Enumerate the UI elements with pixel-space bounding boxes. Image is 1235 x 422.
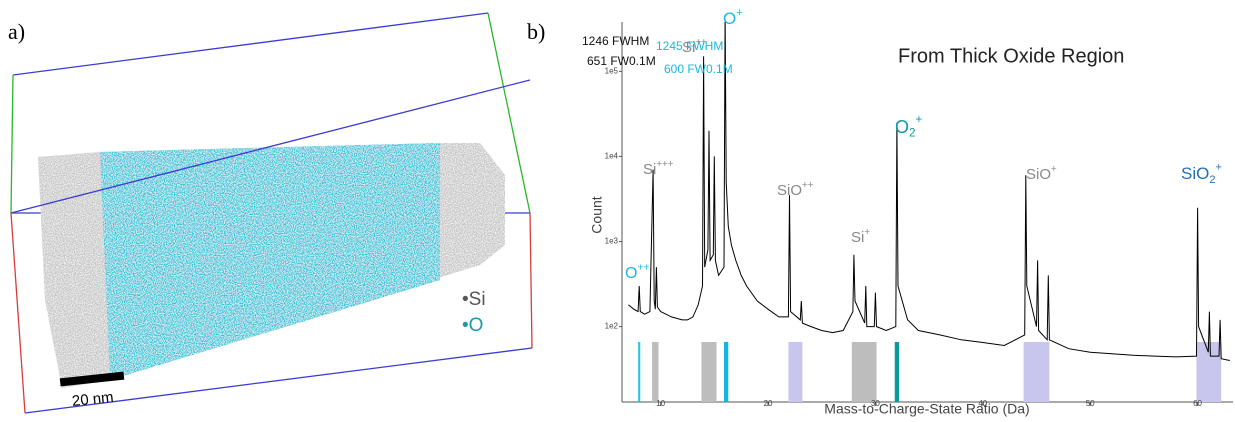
annotation-text: SiO xyxy=(777,182,802,199)
peak-range xyxy=(894,342,900,402)
annotation-sup: ++ xyxy=(802,180,814,191)
annotation: SiO++ xyxy=(777,180,814,199)
x-tick-label: 30 xyxy=(871,399,880,408)
legend-si: •Si xyxy=(462,289,486,310)
legend-o: •O xyxy=(462,315,483,336)
peak-range xyxy=(652,342,659,402)
peak-range xyxy=(1023,342,1050,402)
panel-label: b) xyxy=(527,19,545,44)
scale-label: 20 nm xyxy=(71,389,114,410)
annotation: Si++ xyxy=(682,37,707,56)
annotation-text: O xyxy=(625,265,637,282)
panel-label: a) xyxy=(8,19,25,44)
annotation: 1246 FWHM xyxy=(582,34,649,48)
x-tick-label: 10 xyxy=(656,399,665,408)
annotation: O2+ xyxy=(895,113,923,139)
x-axis-label: Mass-to-Charge-State Ratio (Da) xyxy=(824,401,1029,417)
peak-range xyxy=(701,342,717,402)
x-tick-label: 20 xyxy=(764,399,773,408)
annotation: 1245 FWHM xyxy=(656,39,723,53)
annotation-sup: + xyxy=(1216,161,1222,173)
annotation-text: SiO xyxy=(1026,166,1051,183)
annotation-text: Si xyxy=(682,39,695,56)
y-tick-label: 1e3 xyxy=(605,237,619,246)
annotation-sup: ++ xyxy=(695,37,707,48)
annotation-sup: + xyxy=(864,227,870,238)
y-axis-label: Count xyxy=(589,196,605,233)
annotation-sup: + xyxy=(1051,164,1057,175)
x-tick-label: 60 xyxy=(1193,399,1202,408)
annotation-sup: + xyxy=(736,7,742,19)
y-tick-label: 1e5 xyxy=(605,66,619,75)
annotation: 600 FW0.1M xyxy=(664,62,733,76)
annotation: O+ xyxy=(723,7,743,28)
annotation: Si+++ xyxy=(643,159,674,178)
annotation-text: 1245 FWHM xyxy=(656,39,723,53)
y-tick-label: 1e4 xyxy=(605,152,619,161)
annotation-sup: + xyxy=(916,113,923,126)
annotation: O++ xyxy=(625,262,650,282)
scale-bar xyxy=(59,371,125,387)
annotation: Si+ xyxy=(851,227,870,246)
annotation-text: Si xyxy=(851,229,864,246)
annotation-sup: +++ xyxy=(656,159,673,170)
peak-range xyxy=(638,342,641,402)
peak-range xyxy=(851,342,877,402)
chart-title: From Thick Oxide Region xyxy=(898,45,1124,67)
peak-range xyxy=(724,342,729,402)
reconstruction: a) •Si •O 20 nm xyxy=(8,12,533,414)
annotation-text: SiO xyxy=(1181,164,1209,183)
peak-range xyxy=(788,342,803,402)
annotation-text: 600 FW0.1M xyxy=(664,62,733,76)
annotation-sup: ++ xyxy=(637,262,649,273)
x-tick-label: 50 xyxy=(1086,399,1095,408)
annotation: 651 FW0.1M xyxy=(587,54,656,68)
annotation-text: Si xyxy=(643,161,656,178)
annotation: SiO+ xyxy=(1026,164,1057,183)
annotation-text: 651 FW0.1M xyxy=(587,54,656,68)
annotation-text: O xyxy=(895,117,909,137)
annotation-sub: 2 xyxy=(1209,174,1215,186)
annotation-text: O xyxy=(723,9,736,28)
spectrum-line xyxy=(628,22,1230,361)
x-tick-label: 40 xyxy=(978,399,987,408)
y-tick-label: 1e2 xyxy=(605,322,619,331)
plot-area xyxy=(628,22,1230,402)
annotation-sub: 2 xyxy=(909,126,916,139)
annotation: SiO2+ xyxy=(1181,161,1222,186)
peak-range xyxy=(1196,342,1222,402)
annotation-text: 1246 FWHM xyxy=(582,34,649,48)
